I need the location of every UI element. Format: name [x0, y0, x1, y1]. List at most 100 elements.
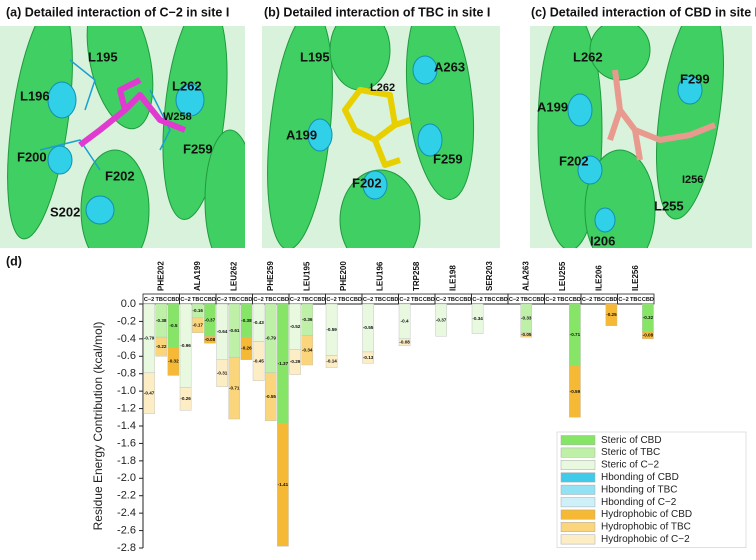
subgroup-label: CBD	[167, 297, 179, 303]
subgroup-label: C−2	[180, 297, 190, 303]
value-label: -0.71	[570, 332, 581, 337]
value-label: -0.17	[193, 323, 204, 328]
legend-label: Hydrophobic of CBD	[601, 509, 692, 520]
value-label: -0.33	[521, 316, 532, 321]
bar-segment	[398, 338, 411, 347]
bar-segment	[277, 423, 289, 547]
subgroup-label: TBC	[265, 297, 277, 303]
category-label: PHE202	[156, 261, 165, 291]
legend-label: Steric of TBC	[601, 447, 660, 458]
value-label: -0.38	[241, 318, 252, 323]
category-label: SER203	[485, 261, 494, 291]
category-label: LEU262	[229, 261, 238, 291]
category-label: ALA263	[521, 261, 530, 291]
value-label: -0.22	[156, 344, 167, 349]
residue-label: L262	[573, 49, 603, 64]
bar-segment	[520, 332, 533, 338]
subgroup-label: TBC	[448, 297, 460, 303]
category-label: LEU195	[302, 261, 311, 291]
value-label: -0.64	[217, 329, 228, 334]
value-label: -0.16	[193, 308, 204, 313]
value-label: -0.96	[180, 343, 191, 348]
bar-segment	[605, 303, 618, 326]
value-label: -0.14	[326, 359, 337, 364]
value-label: -0.43	[253, 320, 264, 325]
bar-segment	[179, 387, 192, 411]
legend-label: Hbonding of TBC	[601, 484, 678, 495]
subgroup-label: CBD	[240, 297, 252, 303]
value-label: -0.26	[180, 396, 191, 401]
value-label: -0.08	[399, 340, 410, 345]
y-axis-label: Residue Energy Contribution (kcal/mol)	[91, 322, 105, 531]
residue-label: F299	[680, 71, 710, 86]
y-tick-label: -2.2	[117, 490, 136, 502]
value-label: -0.29	[290, 359, 301, 364]
subgroup-label: TBC	[338, 297, 350, 303]
value-label: -0.05	[521, 332, 532, 337]
panel-title: (b) Detailed interaction of TBC in site …	[264, 5, 490, 19]
residue-label: A199	[286, 127, 317, 142]
value-label: -0.26	[241, 346, 252, 351]
residue-label: F202	[352, 175, 382, 190]
value-label: -0.37	[436, 317, 447, 322]
category-label: ALA199	[193, 261, 202, 291]
subgroup-label: C−2	[217, 297, 227, 303]
y-tick-label: -1.2	[117, 402, 136, 414]
y-tick-label: -2.6	[117, 524, 136, 536]
value-label: -0.32	[168, 359, 179, 364]
category-label: PHE259	[266, 261, 275, 291]
value-label: -0.38	[156, 318, 167, 323]
value-label: -0.34	[472, 316, 483, 321]
category-label: ILE256	[631, 265, 640, 291]
value-label: -0.25	[606, 312, 617, 317]
subgroup-label: CBD	[642, 297, 654, 303]
residue-label: F259	[183, 141, 213, 156]
bar-segment	[362, 351, 374, 364]
bar-segment	[325, 355, 338, 368]
value-label: -0.55	[363, 325, 374, 330]
legend-label: Steric of C−2	[601, 460, 660, 471]
bar-segment	[216, 359, 228, 387]
subgroup-label: C−2	[326, 297, 336, 303]
panel-title: (c) Detailed interaction of CBD in site …	[531, 5, 756, 19]
value-label: -0.08	[643, 333, 654, 338]
subgroup-label: CBD	[496, 297, 508, 303]
y-tick-label: -0.6	[117, 350, 136, 362]
residue-label: W258	[163, 111, 192, 123]
value-label: -0.45	[253, 358, 264, 363]
legend-label: Hydrophobic of C−2	[601, 534, 690, 545]
residue-label: L195	[88, 49, 118, 64]
panel-title: (a) Detailed interaction of C−2 in site …	[6, 5, 229, 19]
subgroup-label: CBD	[605, 297, 617, 303]
bar-segment	[240, 336, 253, 360]
subgroup-label: C−2	[290, 297, 300, 303]
subgroup-label: CBD	[569, 297, 581, 303]
subgroup-label: C−2	[144, 297, 154, 303]
subgroup-label: C−2	[363, 297, 373, 303]
bar-segment	[252, 341, 265, 381]
value-label: -1.37	[278, 361, 289, 366]
y-tick-label: -2.4	[117, 507, 136, 519]
bar-segment	[642, 331, 654, 340]
residue-label: A263	[434, 59, 465, 74]
subgroup-label: CBD	[204, 297, 216, 303]
y-tick-label: -0.2	[117, 315, 136, 327]
category-label: LEU196	[375, 261, 384, 291]
bar-segment	[289, 349, 301, 375]
value-label: -0.79	[266, 336, 277, 341]
subgroup-label: TBC	[192, 297, 204, 303]
value-label: -0.79	[144, 336, 155, 341]
value-label: -0.31	[217, 370, 228, 375]
y-tick-label: -2.0	[117, 472, 136, 484]
legend-swatch	[560, 484, 596, 495]
residue-label: F259	[433, 151, 463, 166]
subgroup-label: C−2	[472, 297, 482, 303]
subgroup-label: C−2	[582, 297, 592, 303]
y-tick-label: -1.8	[117, 455, 136, 467]
residue-label: F202	[559, 153, 589, 168]
value-label: -0.32	[643, 315, 654, 320]
residue-label: F202	[105, 168, 135, 183]
category-label: PHE200	[339, 261, 348, 291]
panel-b-image	[262, 26, 500, 248]
legend-label: Hbonding of C−2	[601, 497, 677, 508]
